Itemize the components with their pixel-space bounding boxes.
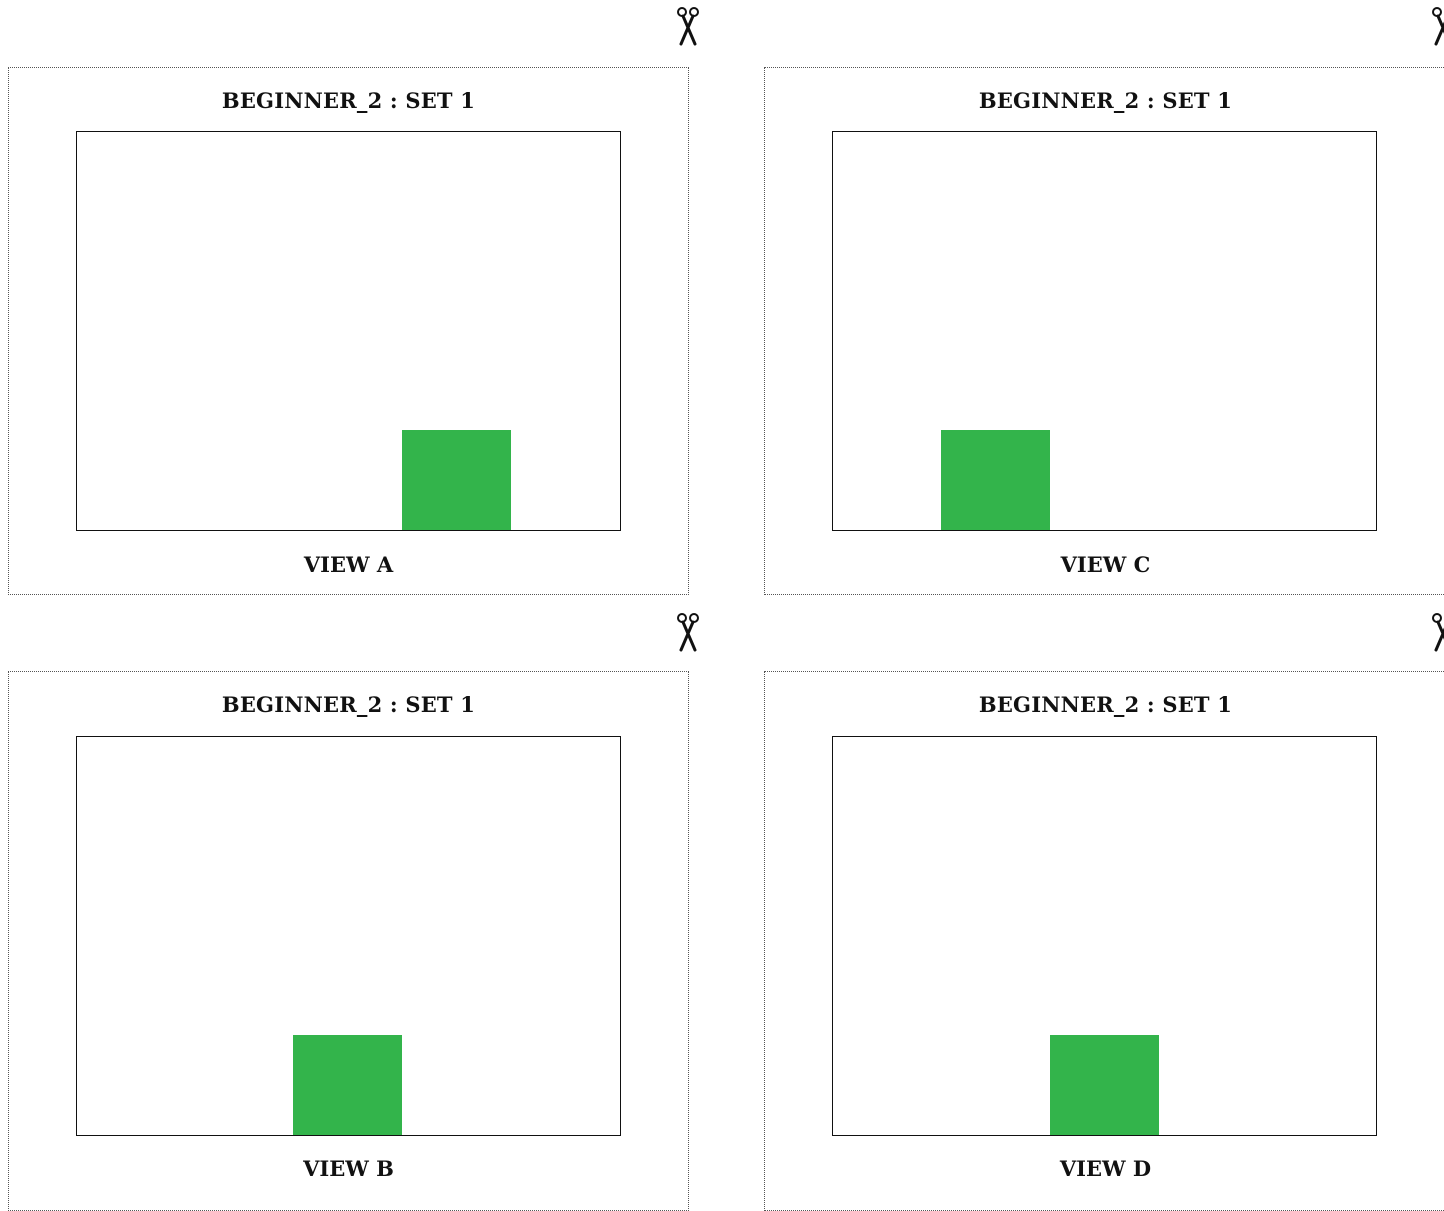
card-title: BEGINNER_2 : SET 1 <box>221 692 476 717</box>
view-frame <box>832 131 1377 531</box>
view-label: VIEW C <box>1060 552 1151 577</box>
card-view-a: BEGINNER_2 : SET 1 VIEW A <box>8 67 689 595</box>
scissors-icon <box>677 7 699 46</box>
green-block <box>941 430 1050 530</box>
view-label: VIEW A <box>303 552 394 577</box>
green-block <box>1050 1035 1159 1135</box>
card-view-b: BEGINNER_2 : SET 1 VIEW B <box>8 671 689 1211</box>
view-label: VIEW D <box>1059 1156 1152 1181</box>
green-block <box>402 430 511 530</box>
scissors-icon <box>677 613 699 652</box>
view-frame <box>76 736 621 1136</box>
card-view-d: BEGINNER_2 : SET 1 VIEW D <box>764 671 1444 1211</box>
card-title: BEGINNER_2 : SET 1 <box>978 88 1233 113</box>
scissors-icon <box>1432 613 1444 652</box>
card-title: BEGINNER_2 : SET 1 <box>221 88 476 113</box>
view-frame <box>832 736 1377 1136</box>
card-title: BEGINNER_2 : SET 1 <box>978 692 1233 717</box>
view-frame <box>76 131 621 531</box>
card-view-c: BEGINNER_2 : SET 1 VIEW C <box>764 67 1444 595</box>
view-label: VIEW B <box>303 1156 394 1181</box>
scissors-icon <box>1432 7 1444 46</box>
green-block <box>293 1035 402 1135</box>
